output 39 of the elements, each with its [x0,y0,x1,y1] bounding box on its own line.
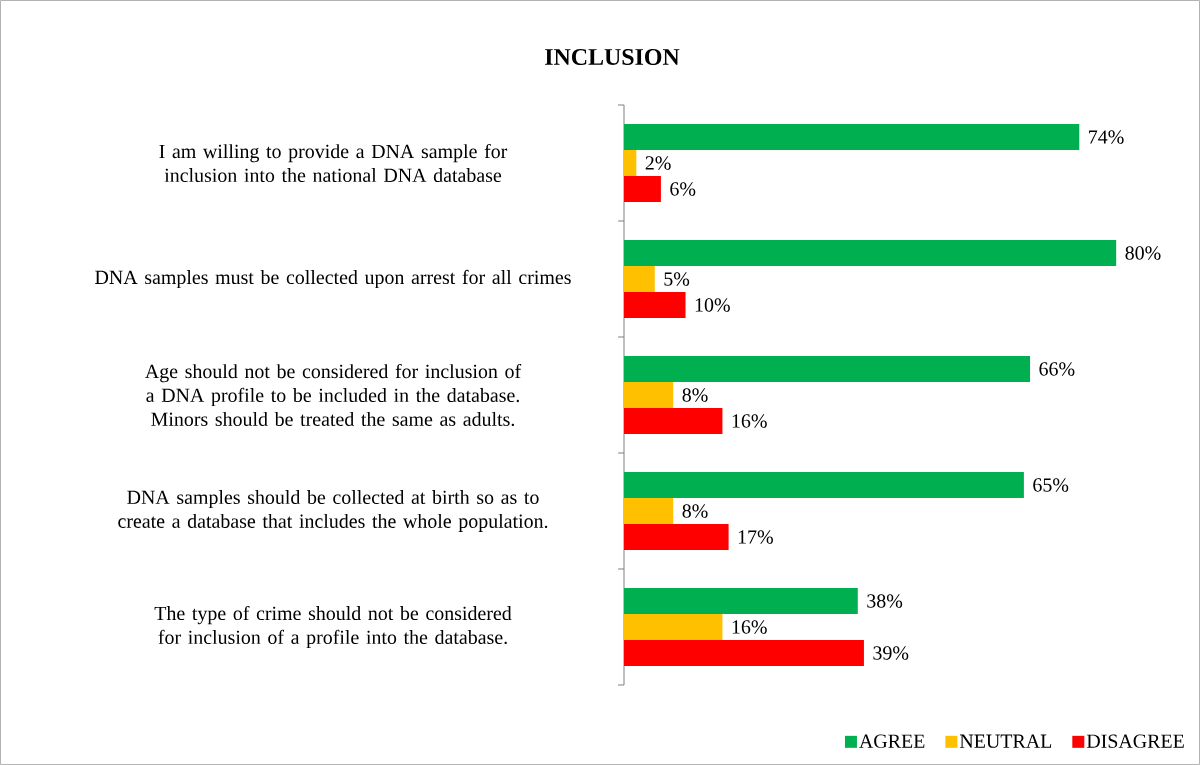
data-label: 80% [1125,246,1161,260]
bar [624,523,729,550]
bar [624,613,723,640]
legend-label: NEUTRAL [959,734,1052,748]
data-label: 17% [738,530,773,544]
bar [624,587,858,614]
bar [624,291,686,318]
data-label: 38% [867,594,903,608]
data-label: 10% [695,298,730,312]
data-label: 8% [682,388,708,402]
legend-label: DISAGREE [1086,734,1184,748]
bar [624,124,1080,150]
data-label: 65% [1033,478,1069,492]
data-label: 16% [732,620,767,634]
bar [624,265,655,292]
data-label: 5% [664,272,690,286]
y-tick-label: DNA samples should be collected at birth so as to create a database that includes the whole population. [118,490,548,532]
data-label: 2% [645,156,671,170]
bar [624,149,637,176]
bar [624,497,674,524]
data-label: 39% [873,646,909,660]
bar [624,355,1031,382]
data-label: 66% [1039,362,1075,376]
bar [624,381,674,408]
data-label: 74% [1089,130,1124,144]
data-label: 16% [732,414,767,428]
y-tick-label: Age should not be considered for inclusion of a DNA profile to be included in the database. Minors should be treated the same as adults. [145,363,522,427]
chart-title: INCLUSION [545,48,680,66]
legend-label: AGREE [859,734,925,748]
data-label: 6% [670,182,696,196]
data-label: 8% [682,504,708,518]
y-tick-label: The type of crime should not be considered for inclusion of a profile into the database. [154,605,512,649]
bar [624,471,1024,498]
y-tick-label: DNA samples must be collected upon arrest for all crimes [95,269,571,289]
bar [624,175,661,202]
bar [624,639,864,666]
y-tick-label: I am willing to provide a DNA sample for inclusion into the national DNA database [159,143,508,183]
bar [624,407,723,434]
bar [624,239,1117,266]
